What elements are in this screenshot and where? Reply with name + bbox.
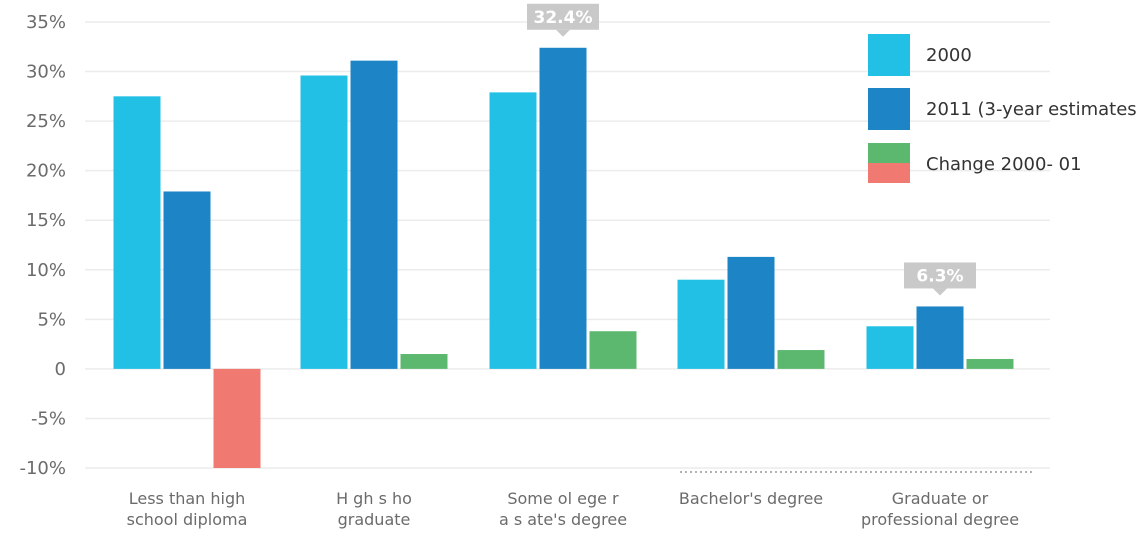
legend-swatch-negative <box>868 163 910 183</box>
x-category-label: Graduate or <box>892 489 989 508</box>
y-tick-label: -5% <box>31 408 66 429</box>
legend-label: 2011 (3-year estimates <box>926 99 1137 120</box>
callouts: 32.4% 6.3% <box>527 3 976 296</box>
bar-2000-2 <box>489 92 537 369</box>
x-axis-categories: Less than high school diploma H gh s ho gra… <box>127 489 1019 529</box>
callout-box <box>527 3 599 30</box>
bar-2000-3 <box>677 279 725 369</box>
y-tick-label: -10% <box>19 458 66 479</box>
x-category-label: professional degree <box>861 510 1019 529</box>
legend-swatch <box>868 34 910 76</box>
x-category-label: Less than high <box>129 489 246 508</box>
bar-change-2000-01-3 <box>777 350 825 369</box>
y-tick-label: 10% <box>26 260 66 281</box>
y-tick-label: 35% <box>26 12 66 33</box>
legend-label: 2000 <box>926 45 972 66</box>
x-category-label: H gh s ho <box>336 489 412 508</box>
y-tick-label: 25% <box>26 111 66 132</box>
legend-label: Change 2000- 01 <box>926 154 1082 175</box>
bar-2011-3-year-estimates-3 <box>727 256 775 369</box>
callout-label: 6.3% <box>916 266 963 286</box>
y-tick-label: 20% <box>26 161 66 182</box>
callout-pointer <box>556 29 570 37</box>
bar-2000-1 <box>300 75 348 369</box>
bar-2011-3-year-estimates-2 <box>539 47 587 369</box>
legend-swatch-positive <box>868 143 910 163</box>
x-category-label: a s ate's degree <box>499 510 627 529</box>
x-category-label: Some ol ege r <box>507 489 619 508</box>
bar-2011-3-year-estimates-0 <box>163 191 211 369</box>
callout-label: 32.4% <box>534 8 593 28</box>
bar-2000-4 <box>866 326 914 369</box>
bar-change-2000-01-1 <box>400 354 448 369</box>
legend-swatch <box>868 88 910 130</box>
bar-2011-3-year-estimates-1 <box>350 60 398 369</box>
callout-box <box>904 262 976 289</box>
x-category-label: graduate <box>338 510 411 529</box>
bar-2000-0 <box>113 96 161 369</box>
bar-2011-3-year-estimates-4 <box>916 306 964 369</box>
y-tick-label: 30% <box>26 62 66 83</box>
bars <box>113 47 1014 468</box>
y-tick-label: 0 <box>55 359 66 380</box>
legend: 2000 2011 (3-year estimates Change 2000- 0… <box>868 34 1137 183</box>
y-tick-label: 5% <box>37 309 66 330</box>
bar-change-2000-01-0 <box>213 368 261 468</box>
bar-change-2000-01-4 <box>966 358 1014 369</box>
x-category-label: Bachelor's degree <box>679 489 823 508</box>
x-category-label: school diploma <box>127 510 248 529</box>
y-tick-label: 15% <box>26 210 66 231</box>
callout-pointer <box>933 288 947 296</box>
bar-change-2000-01-2 <box>589 331 637 369</box>
y-axis-ticks: 35% 30% 25% 20% 15% 10% 5% 0 -5% -10% <box>19 12 66 479</box>
